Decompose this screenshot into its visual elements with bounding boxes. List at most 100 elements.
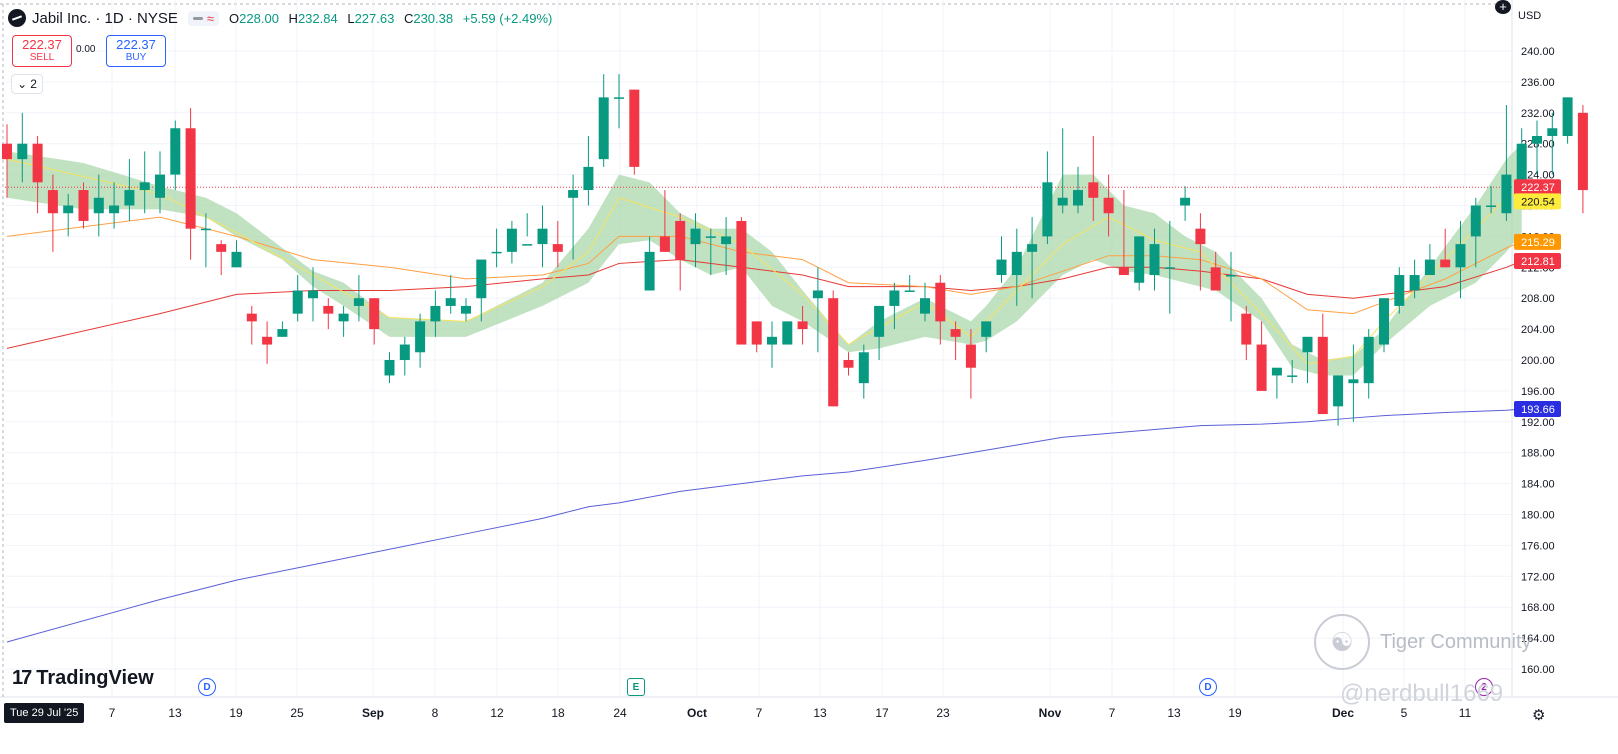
candle: [537, 205, 548, 268]
y-tick-label: 240.00: [1521, 46, 1555, 58]
candle-body: [1271, 367, 1282, 376]
candle-body: [1455, 244, 1466, 268]
gear-icon[interactable]: ⚙: [1532, 707, 1546, 724]
candle-body: [797, 321, 808, 330]
candle: [216, 240, 227, 276]
candle-body: [1333, 375, 1344, 407]
candle: [568, 174, 579, 260]
candle-body: [537, 228, 548, 245]
indicators-count: 2: [30, 77, 37, 91]
y-tick-label: 176.00: [1521, 540, 1555, 552]
candle: [506, 220, 517, 264]
price-label-box: [1514, 233, 1561, 250]
candle: [461, 298, 471, 322]
candle: [1532, 120, 1542, 175]
candle-body: [231, 251, 242, 268]
candle: [1486, 186, 1497, 214]
candle-body: [32, 143, 43, 183]
candle: [1424, 244, 1435, 276]
candle: [1562, 97, 1573, 144]
buy-button[interactable]: 222.37 BUY: [106, 35, 166, 67]
sell-button[interactable]: 222.37 SELL: [12, 35, 72, 67]
candle: [889, 282, 900, 330]
indicators-collapse-button[interactable]: ⌄ 2: [11, 74, 43, 94]
candle: [1042, 151, 1053, 245]
symbol-logo-icon: [8, 9, 26, 27]
price-label-text: 220.54: [1521, 196, 1555, 208]
candle: [1501, 105, 1512, 221]
candle: [920, 282, 930, 322]
candle-body: [399, 344, 410, 360]
candle: [1011, 228, 1022, 306]
candle: [1057, 128, 1068, 214]
candle: [1195, 213, 1206, 291]
candle-body: [246, 313, 257, 322]
y-tick-label: 236.00: [1521, 77, 1555, 89]
candle: [721, 217, 732, 276]
candle-body: [338, 313, 349, 322]
add-icon[interactable]: +: [1495, 0, 1511, 14]
candle: [1164, 220, 1175, 314]
price-label-box: [1514, 253, 1561, 270]
close-value: 230.38: [413, 10, 454, 26]
earnings-event-icon[interactable]: E: [627, 678, 645, 696]
chart-style-toggle[interactable]: ≈: [187, 10, 220, 26]
candle: [705, 228, 716, 276]
candle-body: [812, 290, 823, 299]
y-tick-label: 184.00: [1521, 479, 1555, 491]
candle: [262, 321, 273, 364]
candle-body: [1470, 205, 1481, 237]
candle: [185, 108, 196, 260]
candle-body: [950, 329, 961, 337]
candle: [155, 151, 165, 214]
tradingview-mark-icon: 17: [12, 667, 32, 689]
dividend-event-icon[interactable]: D: [198, 678, 216, 696]
candle: [1577, 105, 1588, 214]
candle-body: [751, 321, 762, 345]
candle: [782, 321, 793, 345]
candle: [323, 298, 334, 330]
candle: [338, 305, 349, 337]
candle-body: [1348, 379, 1359, 384]
x-tick-label: 23: [936, 706, 950, 720]
candle: [1409, 259, 1420, 299]
candle-body: [1516, 143, 1527, 183]
dividend-event-icon-2[interactable]: D: [1199, 678, 1217, 696]
chevron-down-icon: ⌄: [17, 77, 28, 91]
candle: [598, 74, 609, 167]
price-label-box: [1514, 400, 1561, 417]
candle-body: [843, 360, 854, 368]
y-tick-label: 188.00: [1521, 448, 1555, 460]
candle-body: [1210, 267, 1221, 291]
candle: [950, 321, 961, 360]
candle: [277, 321, 288, 337]
open-value: 228.00: [239, 10, 279, 26]
candle: [1271, 367, 1282, 399]
symbol-title[interactable]: Jabil Inc. · 1D · NYSE: [32, 9, 178, 27]
candle-body: [767, 336, 777, 345]
candle: [109, 182, 120, 229]
price-label: 215.29: [1514, 233, 1561, 250]
price-label-text: 212.81: [1521, 256, 1555, 268]
price-label-box: [1514, 193, 1561, 210]
split-event-icon[interactable]: 2: [1475, 678, 1493, 696]
candle-body: [965, 344, 976, 368]
candle: [797, 305, 808, 345]
candle: [858, 344, 869, 399]
candle-body: [1195, 228, 1206, 245]
y-tick-label: 164.00: [1521, 633, 1555, 645]
candle: [1226, 251, 1236, 322]
price-label-text: 222.37: [1521, 182, 1555, 194]
candle: [170, 120, 181, 191]
candle-body: [935, 282, 946, 322]
candle-body: [904, 290, 915, 292]
price-label: 222.37: [1514, 179, 1561, 196]
candle: [1134, 236, 1145, 291]
tradingview-logo[interactable]: 17 TradingView: [12, 667, 154, 690]
candle-body: [1103, 197, 1114, 214]
candle-body: [109, 205, 120, 214]
currency-label[interactable]: USD: [1518, 10, 1542, 22]
candle-body: [369, 298, 380, 330]
candle: [17, 112, 28, 183]
